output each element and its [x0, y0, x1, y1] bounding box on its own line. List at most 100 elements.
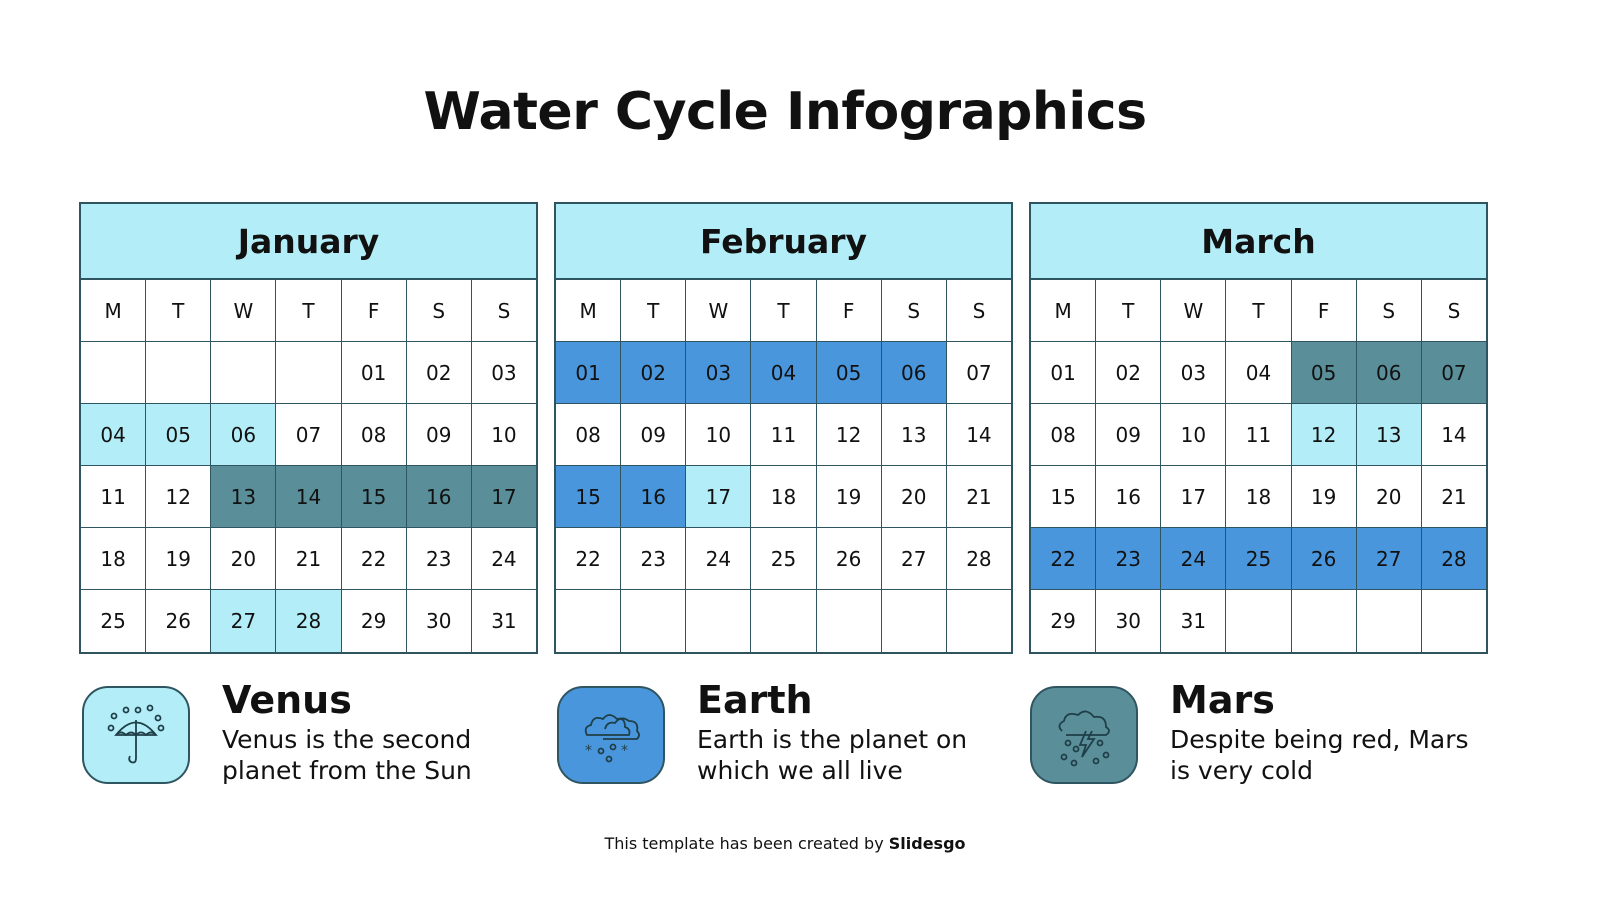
day-cell[interactable]: 23: [621, 528, 687, 589]
day-cell[interactable]: [947, 590, 1011, 652]
day-cell[interactable]: 19: [146, 528, 212, 589]
day-cell[interactable]: 01: [342, 342, 407, 403]
day-cell[interactable]: 09: [621, 404, 687, 465]
day-cell[interactable]: 08: [1031, 404, 1097, 465]
day-cell[interactable]: 21: [1441, 484, 1467, 509]
day-cell[interactable]: 26: [1291, 528, 1357, 589]
day-cell[interactable]: 21: [966, 484, 992, 509]
day-cell[interactable]: 10: [686, 404, 752, 465]
day-cell[interactable]: 19: [1292, 466, 1357, 527]
day-cell[interactable]: 28: [966, 546, 992, 571]
day-cell[interactable]: 18: [751, 466, 817, 527]
day-cell[interactable]: 04: [751, 342, 817, 403]
day-cell[interactable]: 06: [1356, 342, 1422, 403]
day-cell[interactable]: 12: [1291, 404, 1357, 465]
day-cell[interactable]: 25: [751, 528, 817, 589]
day-cell[interactable]: 25: [81, 590, 147, 652]
day-cell[interactable]: 15: [556, 466, 622, 527]
day-cell[interactable]: 27: [211, 590, 277, 652]
day-cell[interactable]: 05: [816, 342, 882, 403]
day-cell[interactable]: 12: [817, 404, 882, 465]
day-cell[interactable]: 08: [342, 404, 407, 465]
day-cell[interactable]: 24: [1161, 528, 1227, 589]
day-cell[interactable]: 22: [556, 528, 622, 589]
day-cell[interactable]: 23: [407, 528, 472, 589]
day-cell[interactable]: 09: [1096, 404, 1162, 465]
day-cell[interactable]: 13: [882, 404, 947, 465]
day-cell[interactable]: 22: [1031, 528, 1097, 589]
day-cell[interactable]: 14: [966, 422, 992, 447]
day-cell[interactable]: 11: [1226, 404, 1292, 465]
day-cell[interactable]: 17: [686, 466, 752, 527]
day-cell[interactable]: 11: [81, 466, 147, 527]
day-cell[interactable]: [751, 590, 817, 652]
day-cell[interactable]: 25: [1226, 528, 1292, 589]
day-cell[interactable]: 14: [1441, 422, 1467, 447]
day-cell[interactable]: 16: [1096, 466, 1162, 527]
day-cell[interactable]: 13: [1356, 404, 1422, 465]
day-cell[interactable]: 10: [491, 422, 517, 447]
day-cell[interactable]: 24: [491, 546, 517, 571]
day-cell[interactable]: 03: [686, 342, 752, 403]
day-cell[interactable]: [1357, 590, 1422, 652]
day-cell[interactable]: 28: [1421, 528, 1486, 589]
day-cell[interactable]: 24: [686, 528, 752, 589]
day-cell[interactable]: 08: [556, 404, 622, 465]
day-cell[interactable]: [1422, 590, 1486, 652]
day-cell[interactable]: 01: [1031, 342, 1097, 403]
day-cell[interactable]: 11: [751, 404, 817, 465]
day-cell[interactable]: 19: [817, 466, 882, 527]
day-cell[interactable]: [817, 590, 882, 652]
day-cell[interactable]: [882, 590, 947, 652]
day-cell[interactable]: 16: [621, 466, 687, 527]
day-cell[interactable]: 30: [1096, 590, 1162, 652]
day-cell[interactable]: 04: [1226, 342, 1292, 403]
day-cell[interactable]: 27: [1356, 528, 1422, 589]
day-cell[interactable]: 20: [882, 466, 947, 527]
day-cell[interactable]: 16: [406, 466, 472, 527]
day-cell[interactable]: 20: [1357, 466, 1422, 527]
day-cell[interactable]: 17: [471, 466, 536, 527]
day-cell[interactable]: [621, 590, 687, 652]
day-cell[interactable]: 02: [1096, 342, 1162, 403]
footer-brand[interactable]: Slidesgo: [888, 834, 966, 853]
day-cell[interactable]: 02: [621, 342, 687, 403]
day-cell[interactable]: 03: [1161, 342, 1227, 403]
day-cell[interactable]: [556, 590, 622, 652]
day-cell[interactable]: 22: [342, 528, 407, 589]
day-cell[interactable]: 07: [276, 404, 342, 465]
day-cell[interactable]: [686, 590, 752, 652]
day-cell[interactable]: 14: [276, 466, 342, 527]
day-cell[interactable]: 01: [556, 342, 622, 403]
day-cell[interactable]: [1292, 590, 1357, 652]
day-cell[interactable]: 27: [882, 528, 947, 589]
day-cell[interactable]: 28: [276, 590, 342, 652]
day-cell[interactable]: 18: [1226, 466, 1292, 527]
day-cell[interactable]: 17: [1161, 466, 1227, 527]
day-cell[interactable]: 10: [1161, 404, 1227, 465]
day-cell[interactable]: 13: [211, 466, 277, 527]
day-cell[interactable]: 02: [407, 342, 472, 403]
day-cell[interactable]: 07: [1421, 342, 1486, 403]
day-cell[interactable]: 31: [491, 609, 517, 633]
day-cell[interactable]: 05: [146, 404, 212, 465]
day-cell[interactable]: 06: [881, 342, 947, 403]
day-cell[interactable]: 23: [1096, 528, 1162, 589]
day-cell[interactable]: 29: [342, 590, 407, 652]
day-cell[interactable]: 26: [817, 528, 882, 589]
day-cell[interactable]: [276, 342, 342, 403]
day-cell[interactable]: 15: [1031, 466, 1097, 527]
day-cell[interactable]: 15: [341, 466, 407, 527]
day-cell[interactable]: [81, 342, 147, 403]
day-cell[interactable]: 30: [407, 590, 472, 652]
day-cell[interactable]: 20: [211, 528, 277, 589]
day-cell[interactable]: 07: [966, 360, 992, 385]
day-cell[interactable]: 06: [211, 404, 277, 465]
day-cell[interactable]: 04: [81, 404, 147, 465]
day-cell[interactable]: 31: [1161, 590, 1227, 652]
day-cell[interactable]: 29: [1031, 590, 1097, 652]
day-cell[interactable]: 18: [81, 528, 147, 589]
day-cell[interactable]: [211, 342, 277, 403]
day-cell[interactable]: 12: [146, 466, 212, 527]
day-cell[interactable]: 26: [146, 590, 212, 652]
